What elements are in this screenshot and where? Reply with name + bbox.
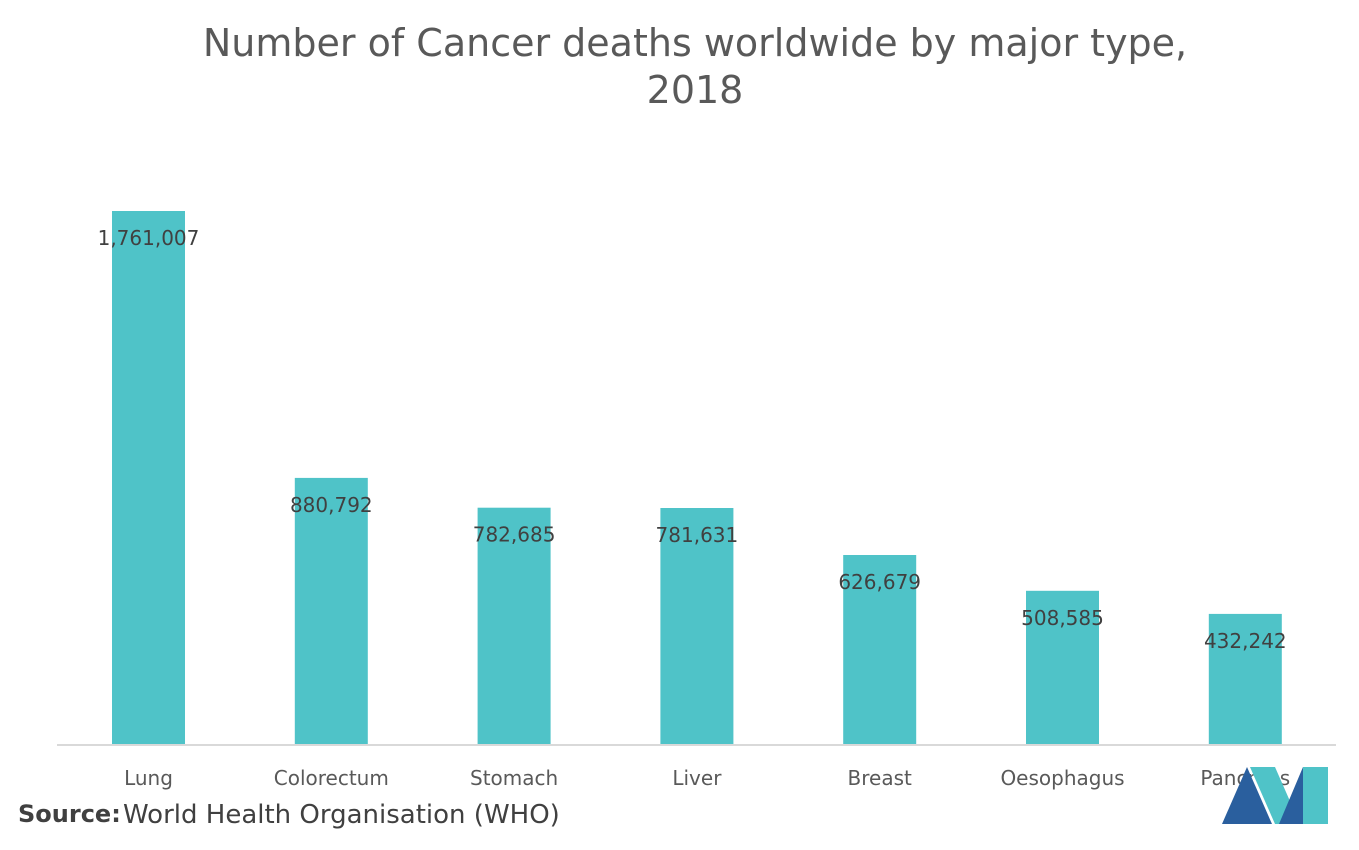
- category-label-breast: Breast: [848, 766, 912, 790]
- value-label-oesophagus: 508,585: [1021, 606, 1104, 630]
- bar-oesophagus: [1026, 590, 1099, 745]
- value-label-lung: 1,761,007: [98, 226, 200, 250]
- mordor-logo-icon: [1222, 767, 1328, 824]
- bars-group: [112, 211, 1282, 745]
- category-label-stomach: Stomach: [470, 766, 558, 790]
- chart-title-line-2: 2018: [647, 68, 744, 112]
- value-label-colorectum: 880,792: [290, 493, 373, 517]
- category-label-lung: Lung: [124, 766, 173, 790]
- category-label-colorectum: Colorectum: [274, 766, 389, 790]
- value-label-pancreas: 432,242: [1204, 629, 1287, 653]
- value-labels-group: 1,761,007 880,792 782,685 781,631 626,679 508…: [98, 226, 1287, 653]
- chart-title-line-1: Number of Cancer deaths worldwide by maj…: [203, 21, 1187, 65]
- value-label-liver: 781,631: [656, 523, 739, 547]
- bar-liver: [660, 508, 734, 745]
- bar-breast: [843, 555, 917, 745]
- bar-pancreas: [1208, 613, 1282, 745]
- bar-stomach: [477, 507, 551, 745]
- bar-lung: [112, 211, 185, 745]
- source-text: World Health Organisation (WHO): [123, 800, 560, 830]
- category-label-liver: Liver: [672, 766, 722, 790]
- value-label-breast: 626,679: [838, 570, 921, 594]
- value-label-stomach: 782,685: [473, 523, 556, 547]
- category-labels-group: Lung Colorectum Stomach Liver Breast Oesophag…: [124, 766, 1290, 790]
- category-label-oesophagus: Oesophagus: [1000, 766, 1124, 790]
- bar-colorectum: [294, 477, 368, 745]
- source-label: Source:: [18, 800, 121, 828]
